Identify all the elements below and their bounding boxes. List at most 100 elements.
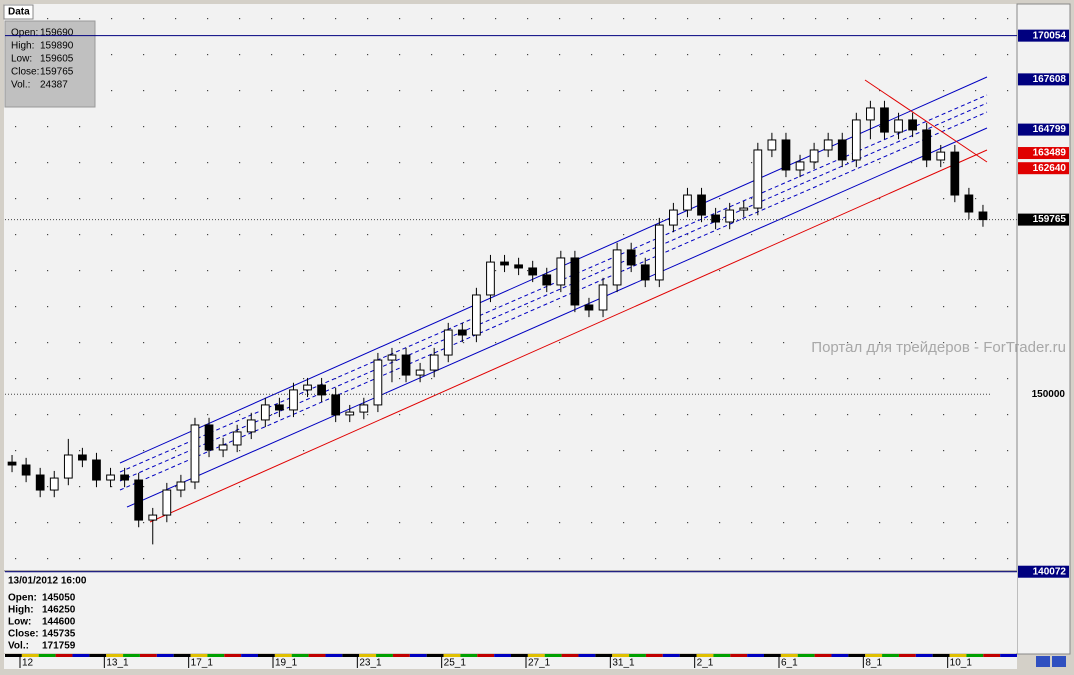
info-label: Low:	[11, 54, 32, 65]
candle-body	[936, 151, 946, 161]
x-tick-label: 2_1	[697, 658, 714, 669]
candle-body	[795, 161, 805, 171]
candle-body	[275, 404, 284, 411]
bar-info-value: 144600	[42, 617, 76, 628]
time-segment	[190, 654, 208, 657]
info-value: 159690	[40, 28, 74, 39]
candle-body	[218, 444, 228, 451]
time-segment	[915, 654, 933, 657]
candle-body	[190, 424, 200, 483]
time-segment	[308, 654, 326, 657]
info-value: 159890	[40, 41, 74, 52]
candle-body	[78, 454, 87, 461]
scroll-button[interactable]	[1036, 656, 1050, 667]
candle-body	[556, 257, 566, 286]
time-segment	[949, 654, 967, 657]
candle-body	[373, 359, 383, 406]
time-segment	[494, 654, 511, 657]
candle-body	[823, 139, 833, 151]
candle-body	[669, 209, 678, 226]
time-segment	[713, 654, 731, 657]
candle-body	[345, 411, 355, 416]
bar-info-value: 171759	[42, 641, 76, 652]
scroll-button[interactable]	[1052, 656, 1066, 667]
support-line	[149, 149, 988, 523]
time-segment	[764, 654, 781, 657]
candle-body	[612, 249, 622, 286]
time-segment	[443, 654, 461, 657]
time-segment	[814, 654, 832, 657]
time-segment	[595, 654, 613, 657]
candle-body	[542, 274, 552, 286]
candle-body	[922, 129, 932, 161]
candle-body	[809, 149, 819, 163]
time-segment	[865, 654, 883, 657]
candle-body	[753, 149, 763, 209]
x-tick-label: 19_1	[275, 658, 298, 669]
candle-body	[950, 151, 960, 196]
time-segment	[561, 654, 579, 657]
candle-body	[837, 139, 847, 161]
time-segment	[426, 654, 444, 657]
time-segment	[5, 654, 22, 657]
candle-body	[21, 464, 31, 476]
candle-body	[92, 459, 101, 481]
price-label-bg	[1018, 565, 1069, 578]
time-segment	[831, 654, 849, 657]
bar-info-value: 145735	[42, 629, 76, 640]
time-segment	[55, 654, 73, 657]
candle-body	[49, 477, 59, 491]
candle-body	[35, 474, 45, 491]
candle-body	[500, 261, 509, 266]
time-segment	[342, 654, 360, 657]
price-label: 167608	[1033, 74, 1067, 85]
candle-body	[359, 404, 369, 413]
time-segment	[376, 654, 393, 657]
candle-body	[331, 394, 341, 416]
candle-body	[148, 514, 158, 521]
candle-body	[387, 354, 397, 361]
price-label: 140072	[1033, 566, 1067, 577]
candle-body	[584, 304, 594, 311]
candle-body	[683, 194, 692, 211]
x-tick-label: 12	[22, 658, 34, 669]
candle-body	[978, 211, 988, 221]
time-segment	[629, 654, 646, 657]
tab[interactable]	[3, 4, 34, 20]
candle-body	[415, 369, 425, 376]
time-segment	[966, 654, 984, 657]
candle-body	[472, 294, 481, 336]
candle-body	[866, 107, 875, 121]
info-value: 159605	[40, 54, 74, 65]
price-label-bg	[1018, 147, 1069, 160]
x-tick-label: 23_1	[359, 658, 382, 669]
time-segment	[460, 654, 478, 657]
price-label: 159765	[1033, 214, 1067, 225]
candle-body	[303, 384, 312, 391]
candle-body	[781, 139, 791, 171]
price-label: 170054	[1033, 30, 1067, 41]
time-segment	[797, 654, 815, 657]
x-tick-label: 6_1	[781, 658, 798, 669]
candle-body	[260, 404, 270, 421]
time-segment	[123, 654, 140, 657]
channel-lower	[126, 127, 988, 508]
time-segment	[325, 654, 343, 657]
dot-grid	[4, 4, 1017, 570]
channel-dashed	[119, 111, 988, 491]
candle-body	[7, 461, 17, 466]
bar-info-label: Close:	[8, 629, 39, 640]
candle-body	[457, 329, 467, 336]
info-label: High:	[11, 41, 34, 52]
time-segment	[21, 654, 39, 657]
x-tick-label: 31_1	[612, 658, 635, 669]
downtrend-line	[864, 79, 988, 163]
price-label-bg	[1018, 213, 1069, 226]
price-label: 163489	[1033, 148, 1067, 159]
time-segment	[898, 654, 916, 657]
candle-body	[528, 267, 538, 276]
time-segment	[696, 654, 714, 657]
bar-info-value: 146250	[42, 605, 76, 616]
info-label: Vol.:	[11, 80, 30, 91]
